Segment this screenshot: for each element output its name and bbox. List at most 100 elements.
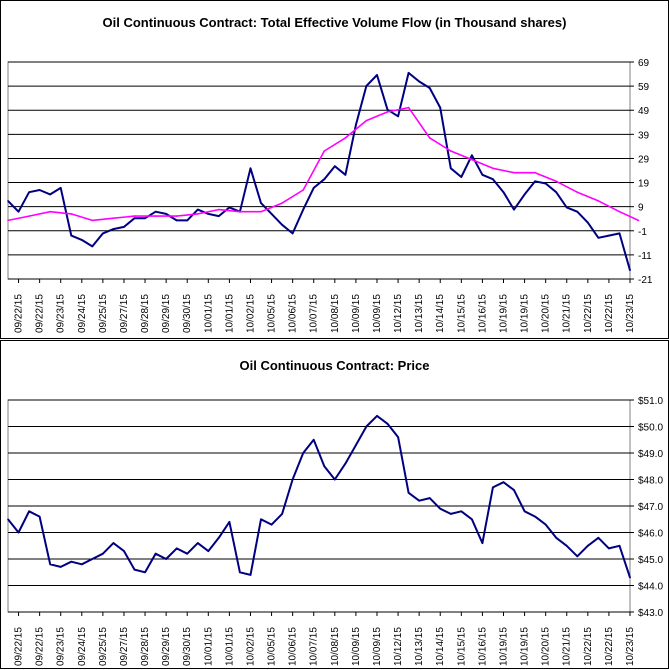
volume-flow-x-tick-label: 09/29/15 xyxy=(161,294,172,333)
price-price-point xyxy=(471,518,473,521)
volume-flow-chart-title: Oil Continuous Contract: Total Effective… xyxy=(102,15,567,30)
volume-flow-flow-point xyxy=(513,208,515,211)
volume-flow-average-point xyxy=(428,137,431,139)
volume-flow-flow-point xyxy=(249,167,252,170)
volume-flow-x-tick-label: 10/13/15 xyxy=(414,294,425,333)
volume-flow-average-point xyxy=(597,200,600,202)
price-y-tick-label: $45.0 xyxy=(638,555,663,566)
price-x-tick-label: 10/01/15 xyxy=(224,627,235,666)
volume-flow-flow-point xyxy=(165,213,167,215)
price-price-point xyxy=(249,574,252,576)
volume-flow-flow-point xyxy=(323,178,326,180)
volume-flow-average-point xyxy=(49,210,51,213)
price-price-point xyxy=(260,518,262,521)
volume-flow-flow-point xyxy=(7,200,9,202)
volume-flow-average-point xyxy=(7,219,9,222)
volume-flow-flow-point xyxy=(154,210,157,213)
price-x-tick-label: 10/07/15 xyxy=(309,627,320,666)
volume-flow-flow-point xyxy=(344,174,347,176)
volume-flow-average-point xyxy=(197,213,199,215)
volume-flow-flow-point xyxy=(334,165,336,167)
volume-flow-x-tick-label: 10/01/15 xyxy=(203,294,214,333)
price-price-point xyxy=(59,566,62,568)
volume-flow-average-point xyxy=(555,180,557,183)
price-price-point xyxy=(239,571,241,574)
price-price-point xyxy=(460,510,463,513)
price-price-point xyxy=(428,497,431,499)
volume-flow-flow-point xyxy=(133,217,136,219)
price-x-tick-label: 10/21/15 xyxy=(562,627,573,666)
volume-flow-flow-point xyxy=(355,124,357,126)
price-price-point xyxy=(523,510,526,513)
volume-flow-flow-point xyxy=(260,202,262,204)
volume-flow-flow-point xyxy=(144,217,146,219)
price-price-line xyxy=(7,414,631,578)
volume-flow-x-tick-label: 09/23/15 xyxy=(56,294,67,333)
volume-flow-flow-point xyxy=(481,174,484,176)
price-x-tick-label: 10/20/15 xyxy=(541,627,552,666)
volume-flow-flow-point xyxy=(59,187,62,189)
volume-flow-flow-point xyxy=(428,87,431,89)
volume-flow-x-tick-label: 10/19/15 xyxy=(498,294,509,333)
price-chart-panel: Oil Continuous Contract: Price $43.0 $44.… xyxy=(0,340,669,669)
price-x-tick-label: 10/22/15 xyxy=(604,627,615,666)
price-price-point xyxy=(197,542,199,544)
price-price-point xyxy=(576,555,579,558)
price-price-point xyxy=(291,478,294,481)
volume-flow-flow-point xyxy=(49,193,51,196)
volume-flow-x-tick-label: 09/25/15 xyxy=(98,294,109,333)
price-x-tick-label: 10/22/15 xyxy=(583,627,594,666)
volume-flow-y-tick-label: 19 xyxy=(638,179,650,190)
price-x-tick-label: 10/15/15 xyxy=(456,627,467,666)
price-price-point xyxy=(102,552,104,555)
price-x-tick-label: 09/28/15 xyxy=(140,627,151,666)
price-price-point xyxy=(270,523,273,526)
volume-flow-x-tick-label: 10/15/15 xyxy=(456,294,467,333)
volume-flow-x-tick-label: 10/16/15 xyxy=(477,294,488,333)
price-x-tick-label: 10/23/15 xyxy=(625,627,636,666)
volume-flow-flow-point xyxy=(228,206,231,209)
volume-flow-flow-point xyxy=(418,80,421,83)
volume-flow-average-point xyxy=(239,210,241,213)
price-y-tick-label: $50.0 xyxy=(638,423,663,434)
volume-flow-flow-point xyxy=(629,269,631,272)
volume-flow-x-tick-label: 10/09/15 xyxy=(372,294,383,333)
volume-flow-average-point xyxy=(28,215,30,217)
volume-flow-flow-point xyxy=(186,219,188,222)
volume-flow-flow-point xyxy=(281,224,283,226)
volume-flow-plot-area xyxy=(7,61,631,280)
volume-flow-x-tick-label: 09/28/15 xyxy=(140,294,151,333)
price-price-point xyxy=(123,550,125,552)
price-price-point xyxy=(218,537,220,539)
volume-flow-flow-point xyxy=(112,228,115,230)
volume-flow-average-point xyxy=(260,210,262,213)
volume-flow-average-point xyxy=(534,171,536,174)
volume-flow-average-point xyxy=(637,219,640,222)
price-price-point xyxy=(7,518,9,521)
price-price-point xyxy=(492,486,494,489)
price-x-tick-label: 10/05/15 xyxy=(267,627,278,666)
volume-flow-y-tick-label: 69 xyxy=(638,58,650,69)
volume-flow-chart-panel: Oil Continuous Contract: Total Effective… xyxy=(0,0,669,339)
volume-flow-x-tick-label: 10/12/15 xyxy=(393,294,404,333)
volume-flow-average-point xyxy=(70,213,73,215)
volume-flow-flow-point xyxy=(218,215,220,217)
volume-flow-flow-point xyxy=(608,234,610,237)
volume-flow-y-tick-label: 49 xyxy=(638,106,650,117)
price-price-point xyxy=(407,492,410,494)
volume-flow-flow-point xyxy=(618,232,621,235)
volume-flow-x-tick-label: 10/14/15 xyxy=(435,294,446,333)
volume-flow-average-point xyxy=(91,219,94,222)
price-x-tick-label: 09/22/15 xyxy=(14,627,25,666)
price-price-point xyxy=(513,489,515,491)
price-x-tick-label: 09/25/15 xyxy=(98,627,109,666)
price-x-tick-label: 10/01/15 xyxy=(203,627,214,666)
volume-flow-flow-point xyxy=(587,221,589,224)
volume-flow-x-tick-label: 10/20/15 xyxy=(541,294,552,333)
volume-flow-average-point xyxy=(154,215,157,217)
volume-flow-x-tick-label: 09/22/15 xyxy=(14,294,25,333)
price-x-tick-label: 09/30/15 xyxy=(182,627,193,666)
price-price-point xyxy=(323,465,326,468)
volume-flow-average-point xyxy=(365,119,368,122)
